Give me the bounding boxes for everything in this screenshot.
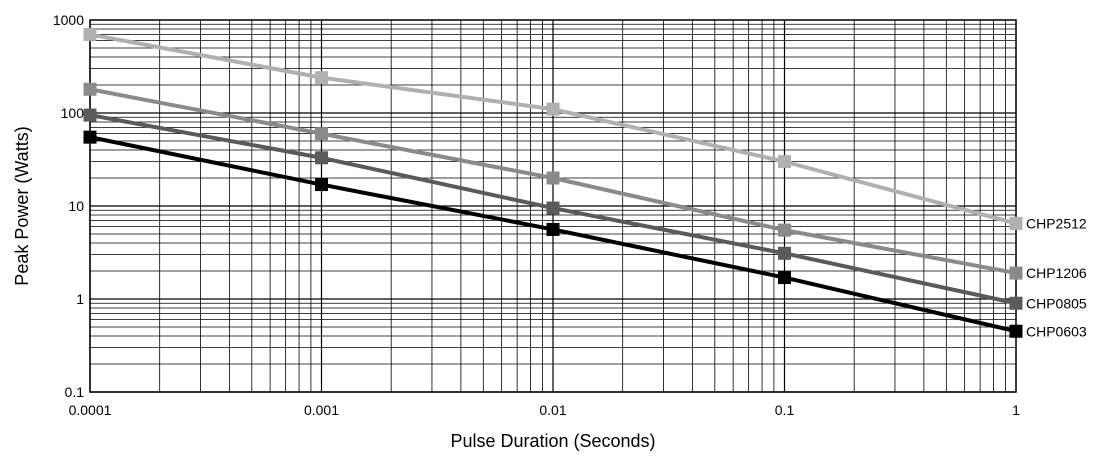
series-label-chp0603: CHP0603 — [1026, 323, 1087, 339]
y-tick-label: 1000 — [53, 12, 84, 28]
data-point-chp0805 — [546, 201, 560, 215]
data-point-chp0805 — [1009, 296, 1023, 310]
data-point-chp0603 — [1009, 324, 1023, 338]
data-point-chp0603 — [83, 130, 97, 144]
y-tick-label: 0.1 — [65, 384, 85, 400]
data-point-chp0805 — [83, 108, 97, 122]
y-axis-title: Peak Power (Watts) — [12, 126, 32, 285]
y-tick-labels: 0.1 1 10 100 1000 — [53, 12, 84, 400]
data-point-chp2512 — [83, 27, 97, 41]
y-tick-label: 100 — [61, 105, 85, 121]
x-tick-label: 0.01 — [539, 402, 566, 418]
data-point-chp2512 — [315, 71, 328, 85]
data-point-chp1206 — [1009, 266, 1023, 280]
x-tick-label: 0.1 — [775, 402, 795, 418]
series-labels: CHP2512 CHP1206 CHP0805 CHP0603 — [1026, 215, 1087, 339]
data-point-chp1206 — [778, 223, 791, 237]
data-point-chp0603 — [546, 222, 560, 236]
x-tick-label: 0.001 — [304, 402, 339, 418]
data-point-chp0603 — [315, 178, 328, 192]
plot-frame — [89, 19, 1017, 393]
x-tick-label: 0.0001 — [69, 402, 112, 418]
series-label-chp0805: CHP0805 — [1026, 295, 1087, 311]
y-tick-label: 1 — [76, 291, 84, 307]
data-point-chp1206 — [315, 127, 328, 141]
data-point-chp1206 — [83, 82, 97, 96]
y-tick-label: 10 — [68, 198, 84, 214]
x-axis-title: Pulse Duration (Seconds) — [450, 431, 655, 451]
data-point-chp2512 — [1009, 216, 1023, 230]
series-label-chp1206: CHP1206 — [1026, 265, 1087, 281]
data-point-chp2512 — [778, 155, 791, 169]
data-point-chp1206 — [546, 171, 560, 185]
series-label-chp2512: CHP2512 — [1026, 215, 1087, 231]
data-point-chp0603 — [778, 271, 791, 285]
data-point-chp2512 — [546, 102, 560, 116]
data-point-chp0805 — [315, 151, 328, 165]
series-layer — [83, 27, 1023, 338]
x-tick-labels: 0.0001 0.001 0.01 0.1 1 — [69, 402, 1021, 418]
x-tick-label: 1 — [1012, 402, 1020, 418]
data-point-chp0805 — [778, 246, 791, 260]
